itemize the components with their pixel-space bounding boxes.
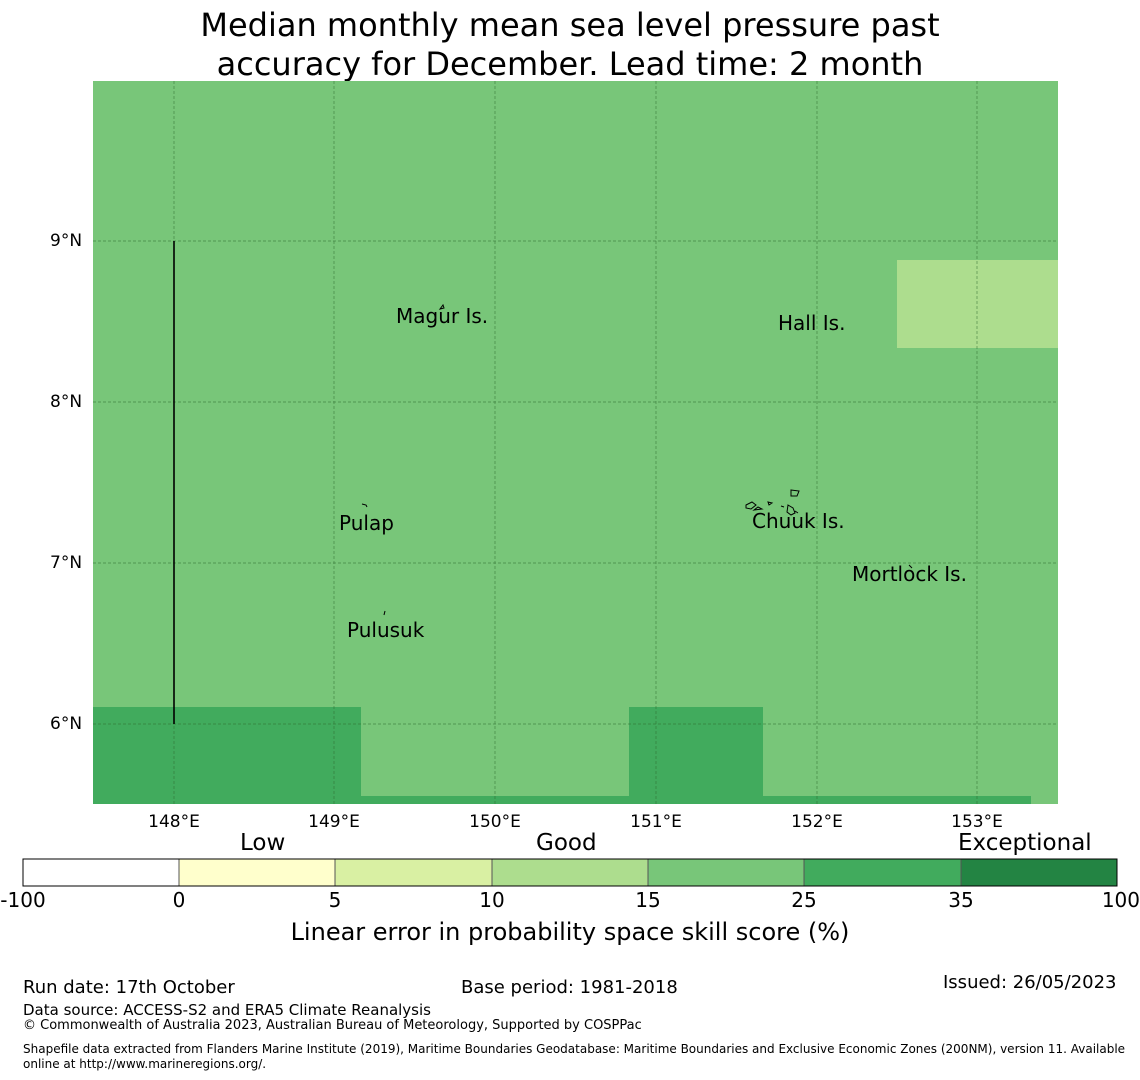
legend-category-low: Low [240, 830, 286, 856]
lat-label-9n: 9°N [50, 231, 83, 251]
footer-issued: Issued: 26/05/2023 [943, 972, 1117, 993]
lat-label-8n: 8°N [50, 392, 83, 412]
island-magur [438, 303, 445, 310]
colorbar-segment-5 [647, 858, 805, 887]
lat-label-6n: 6°N [50, 714, 83, 734]
lon-label-152e: 152°E [791, 812, 843, 832]
island-mortlock [908, 564, 913, 569]
skill-block-southwest [93, 707, 361, 804]
place-label-magur: Magur Is. [396, 304, 489, 328]
place-label-pulap: Pulap [339, 511, 394, 535]
island-pulap [361, 503, 368, 508]
legend-tick-25: 25 [791, 888, 817, 912]
lon-label-148e: 148°E [148, 812, 200, 832]
colorbar-frame [22, 858, 1118, 887]
legend-tick-5: 5 [328, 888, 342, 912]
colorbar-segment-7 [960, 858, 1118, 887]
colorbar-segment-6 [803, 858, 962, 887]
chart-title-line-2: accuracy for December. Lead time: 2 mont… [216, 45, 924, 83]
legend-tick-0: 0 [172, 888, 186, 912]
skill-field-base [93, 81, 1058, 804]
island-pulusuk [383, 610, 386, 616]
legend-tick-100: 100 [1101, 888, 1140, 912]
lon-label-153e: 153°E [951, 812, 1003, 832]
place-label-chuuk: Chuuk Is. [752, 509, 845, 533]
footer-copyright: © Commonwealth of Australia 2023, Austra… [23, 1018, 642, 1033]
skill-strip-south-2 [763, 796, 1031, 804]
colorbar [22, 858, 1118, 887]
legend-category-exceptional: Exceptional [958, 830, 1092, 856]
colorbar-segment-3 [334, 858, 493, 887]
footer-data-source: Data source: ACCESS-S2 and ERA5 Climate … [23, 1001, 431, 1019]
island-chuuk [745, 489, 800, 516]
legend-tick-10: 10 [479, 888, 505, 912]
chart-title-line-1: Median monthly mean sea level pressure p… [200, 6, 940, 44]
legend-category-good: Good [536, 830, 597, 856]
skill-strip-south-1 [361, 796, 629, 804]
colorbar-title: Linear error in probability space skill … [290, 918, 850, 946]
footer-base-period: Base period: 1981-2018 [461, 977, 678, 998]
skill-block-south-center [629, 707, 763, 804]
lon-label-149e: 149°E [308, 812, 360, 832]
lat-label-7n: 7°N [50, 553, 83, 573]
skill-block-northeast [897, 260, 1058, 348]
legend-tick-minus100: -100 [0, 888, 46, 912]
footer-shapefile-line-1: Shapefile data extracted from Flanders M… [23, 1042, 1126, 1056]
colorbar-segment-4 [491, 858, 649, 887]
footer-run-date: Run date: 17th October [23, 977, 235, 998]
colorbar-segment-1 [22, 858, 180, 887]
place-label-mortlock: Mortlock Is. [852, 562, 967, 586]
legend-tick-35: 35 [948, 888, 974, 912]
place-label-hall: Hall Is. [778, 311, 846, 335]
footer-shapefile-line-2: online at http://www.marineregions.org/. [23, 1057, 267, 1071]
island-outlines [361, 303, 913, 616]
legend-tick-15: 15 [635, 888, 661, 912]
colorbar-segment-2 [178, 858, 336, 887]
lon-label-150e: 150°E [469, 812, 521, 832]
lon-label-151e: 151°E [630, 812, 682, 832]
place-label-pulusuk: Pulusuk [347, 618, 425, 642]
